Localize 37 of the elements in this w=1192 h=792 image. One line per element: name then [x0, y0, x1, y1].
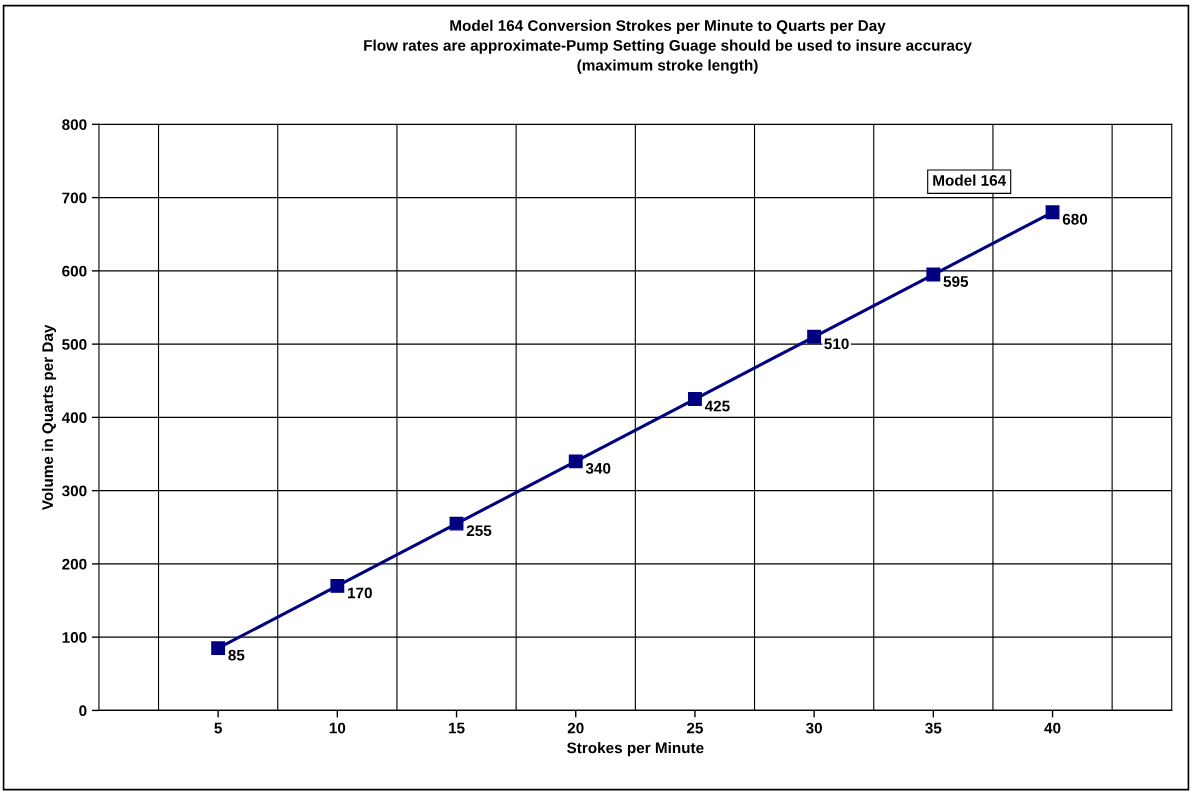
- point: [926, 267, 941, 282]
- data-label: 255: [466, 525, 492, 537]
- data-label: 510: [824, 338, 849, 350]
- y-tick-label: 100: [62, 632, 87, 643]
- y-tick-label: 700: [62, 192, 87, 204]
- data-label: 425: [704, 400, 730, 412]
- y-axis-title: Volume in Quarts per Day: [41, 324, 57, 511]
- y-tick-label: 800: [62, 119, 87, 131]
- x-tick-label: 10: [329, 722, 346, 734]
- x-axis-title: Strokes per Minute: [567, 742, 704, 757]
- y-tick-label: 600: [62, 265, 87, 277]
- y-tick-label: 0: [79, 705, 87, 717]
- point: [449, 516, 464, 531]
- x-tick-label: 40: [1044, 722, 1061, 734]
- chart-title: Model 164 Conversion Strokes per Minute to Quarts per Day Flow rates are approximate-Pump Setting Guage should be used to insure accuracy (maximum stroke length): [364, 19, 972, 74]
- point: [330, 578, 345, 593]
- data-label: 680: [1062, 213, 1088, 225]
- y-tick-label: 300: [61, 485, 87, 497]
- point: [687, 392, 702, 407]
- point: [568, 454, 583, 469]
- data-label: 340: [585, 462, 611, 474]
- x-tick-label: 20: [567, 722, 584, 734]
- x-tick-label: 35: [925, 722, 942, 734]
- point: [211, 641, 226, 656]
- x-tick-label: 25: [686, 722, 704, 734]
- point: [1045, 205, 1060, 220]
- x-tick-label: 30: [805, 722, 823, 734]
- text: Model 164: [933, 174, 1007, 186]
- y-tick-label: 500: [62, 338, 87, 350]
- data-label: 170: [348, 587, 372, 599]
- data-label: 595: [943, 276, 969, 287]
- y-tick-label: 400: [61, 412, 87, 424]
- y-tick-label: 200: [62, 558, 87, 570]
- x-tick-label: 15: [449, 722, 465, 734]
- x-tick-label: 5: [214, 722, 222, 734]
- data-label: 85: [228, 649, 245, 661]
- point: [807, 329, 822, 344]
